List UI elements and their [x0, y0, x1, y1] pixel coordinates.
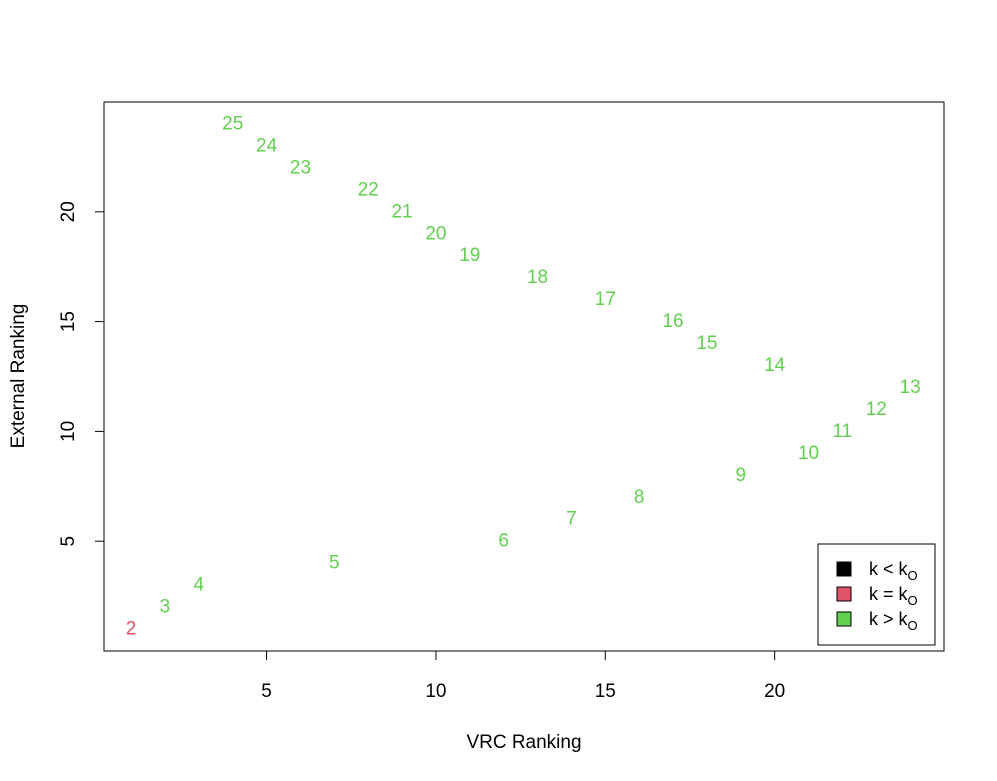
legend-label-text: k < k	[869, 559, 909, 579]
point-label: 2	[126, 619, 137, 640]
legend-label-subscript: O	[908, 568, 918, 583]
point-label: 7	[566, 509, 577, 530]
x-tick-label: 15	[595, 681, 616, 702]
point-label: 18	[527, 267, 548, 288]
point-label: 22	[358, 179, 379, 200]
point-label: 16	[662, 311, 683, 332]
point-label: 25	[222, 113, 243, 134]
legend-label-subscript: O	[908, 593, 918, 608]
legend-swatch	[836, 561, 852, 577]
point-label: 15	[696, 333, 717, 354]
x-tick-label: 20	[764, 681, 785, 702]
legend-swatch	[836, 611, 852, 627]
point-label: 9	[735, 465, 746, 486]
point-label: 6	[498, 531, 509, 552]
point-label: 19	[459, 245, 480, 266]
point-label: 20	[425, 223, 446, 244]
x-axis: 5 10 15 20	[261, 650, 785, 702]
y-axis-label: External Ranking	[8, 304, 29, 449]
point-label: 24	[256, 135, 278, 156]
y-tick-label: 20	[58, 201, 79, 222]
point-label: 14	[764, 355, 786, 376]
point-label: 5	[329, 553, 340, 574]
legend-label: k > kO	[869, 609, 918, 633]
point-label: 11	[833, 421, 853, 442]
point-label: 23	[290, 157, 311, 178]
legend-label-text: k > k	[869, 609, 909, 629]
x-tick-label: 10	[425, 681, 446, 702]
y-tick-label: 5	[58, 536, 79, 547]
y-tick-label: 15	[58, 311, 79, 332]
x-tick-label: 5	[261, 681, 272, 702]
legend-label-text: k = k	[869, 584, 909, 604]
legend-swatch	[836, 586, 852, 602]
point-label: 10	[798, 443, 819, 464]
legend-label-subscript: O	[908, 618, 918, 633]
point-label: 17	[595, 289, 616, 310]
legend-label: k = kO	[869, 584, 918, 608]
point-label: 13	[900, 377, 921, 398]
legend-label: k < kO	[869, 559, 918, 583]
legend: k < kOk = kOk > kO	[817, 543, 936, 646]
point-label: 8	[634, 487, 645, 508]
point-label: 21	[391, 201, 412, 222]
point-label: 4	[194, 575, 205, 596]
y-axis: 5 10 15 20	[58, 201, 105, 547]
x-axis-label: VRC Ranking	[466, 732, 581, 753]
y-tick-label: 10	[58, 421, 79, 442]
point-label: 12	[866, 399, 887, 420]
point-label: 3	[160, 597, 171, 618]
